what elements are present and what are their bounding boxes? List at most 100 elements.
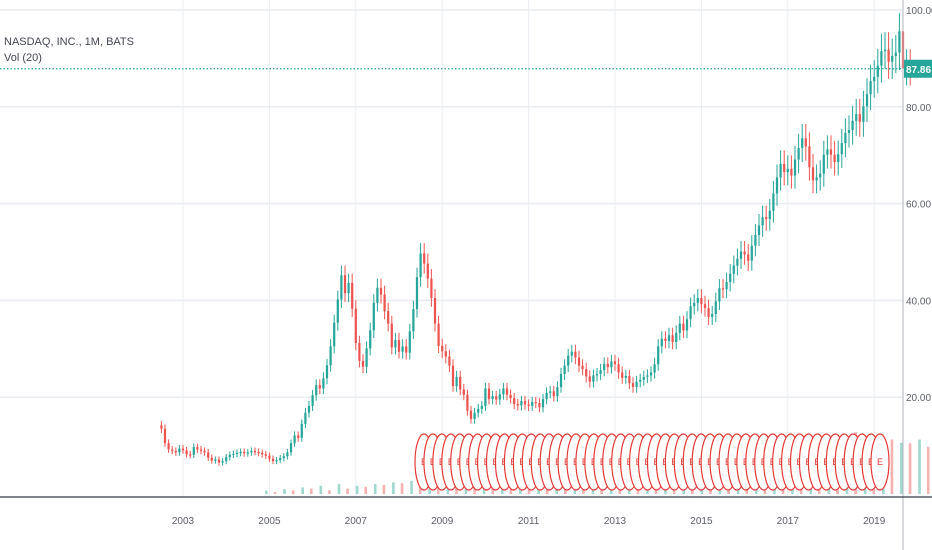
candle-body xyxy=(880,51,883,66)
candle-body xyxy=(498,394,501,400)
candle-body xyxy=(685,319,689,331)
time-tick-label: 2011 xyxy=(518,516,540,527)
candle-body xyxy=(307,405,311,413)
time-tick-label: 2009 xyxy=(431,516,454,527)
candle-body xyxy=(181,448,185,451)
candle-body xyxy=(743,251,746,255)
volume-bar-down xyxy=(908,443,912,494)
candle-body xyxy=(520,401,523,406)
time-tick-label: 2007 xyxy=(345,516,368,527)
candle-body xyxy=(545,392,548,400)
candle-body xyxy=(419,253,422,278)
earnings-markers[interactable]: EEEEEEEEEEEEEEEEEEEEEEEEEEEEEEEEEEEEEEEE… xyxy=(414,433,890,491)
last-price-tag-box xyxy=(904,59,932,78)
price-axis[interactable]: 20.00 40.00 60.00 80.00 100.00 xyxy=(902,0,932,550)
candle-body xyxy=(491,396,494,400)
candle-body xyxy=(779,163,782,178)
time-tick-label: 2017 xyxy=(777,516,800,527)
candle-body xyxy=(819,173,822,178)
candle-body xyxy=(167,443,170,450)
candle-body xyxy=(207,452,210,458)
time-tick-label: 2003 xyxy=(172,516,195,527)
candle-body xyxy=(196,447,199,450)
candle-body xyxy=(225,457,228,462)
candle-body xyxy=(757,225,761,236)
candle-body xyxy=(513,398,516,404)
price-tick-label: 80.00 xyxy=(906,103,931,114)
candle-body xyxy=(509,394,512,399)
candle-body xyxy=(898,31,901,53)
candle-body xyxy=(351,282,354,309)
volume-bar-up xyxy=(319,485,323,494)
candlestick-series xyxy=(160,13,912,466)
candle-body xyxy=(588,376,591,382)
candle-body xyxy=(646,375,649,377)
candle-body xyxy=(783,163,786,173)
volume-indicator-label[interactable]: Vol (20) xyxy=(4,52,42,64)
candle-body xyxy=(621,372,624,378)
candle-body xyxy=(279,458,282,461)
time-tick-label: 2005 xyxy=(258,516,281,527)
price-tick-label: 20.00 xyxy=(906,393,931,404)
candle-body xyxy=(703,304,707,309)
earnings-marker-label: E xyxy=(877,457,883,467)
candle-body xyxy=(372,302,375,331)
candle-body xyxy=(660,338,663,347)
candle-body xyxy=(570,351,573,356)
volume-bar-up xyxy=(283,489,286,494)
earnings-marker-circle xyxy=(870,433,890,491)
candle-body xyxy=(786,168,789,173)
candle-body xyxy=(865,94,869,107)
candle-body xyxy=(891,55,894,62)
volume-bar-up xyxy=(392,482,395,494)
symbol-title[interactable]: NASDAQ, INC., 1M, BATS xyxy=(4,36,134,48)
volume-bar-up xyxy=(410,480,413,494)
volume-bar-down xyxy=(382,484,386,494)
candle-body xyxy=(189,454,192,456)
candle-body xyxy=(610,361,613,368)
price-tick-label: 60.00 xyxy=(906,200,931,211)
last-price-tag: 87.86 xyxy=(904,59,932,78)
candle-body xyxy=(383,294,386,312)
candle-body xyxy=(567,355,570,366)
volume-bar-down xyxy=(400,483,404,494)
volume-bar-down xyxy=(890,439,894,494)
candle-body xyxy=(412,309,415,332)
candle-body xyxy=(426,263,429,279)
candle-body xyxy=(246,452,249,454)
candle-body xyxy=(883,49,887,52)
candle-body xyxy=(289,443,293,453)
candle-body xyxy=(534,402,537,404)
candle-body xyxy=(387,311,390,324)
candle-body xyxy=(275,460,278,462)
candle-body xyxy=(300,423,303,438)
candle-body xyxy=(725,282,728,290)
candle-body xyxy=(541,399,545,408)
candle-body xyxy=(721,288,725,290)
candle-body xyxy=(675,332,678,343)
candle-body xyxy=(408,331,411,353)
candle-body xyxy=(451,365,455,387)
time-axis[interactable]: 2003 2005 2007 2009 2011 2013 2015 2017 2019 xyxy=(0,496,932,527)
candle-body xyxy=(437,323,440,346)
candle-body xyxy=(365,348,368,367)
candle-body xyxy=(552,391,555,397)
candle-body xyxy=(592,375,595,382)
candle-body xyxy=(401,346,404,352)
time-tick-label: 2013 xyxy=(604,516,627,527)
candle-body xyxy=(304,412,307,424)
candle-body xyxy=(297,435,300,438)
candle-body xyxy=(714,301,717,314)
candle-body xyxy=(696,297,699,303)
candle-body xyxy=(495,396,498,400)
candle-body xyxy=(423,253,426,264)
candle-body xyxy=(556,387,559,397)
candle-body xyxy=(613,361,617,365)
candle-body xyxy=(430,278,433,298)
candle-body xyxy=(441,345,444,352)
candle-body xyxy=(808,146,811,168)
candle-body xyxy=(617,364,620,373)
candle-body xyxy=(642,376,645,380)
candle-body xyxy=(599,370,602,374)
